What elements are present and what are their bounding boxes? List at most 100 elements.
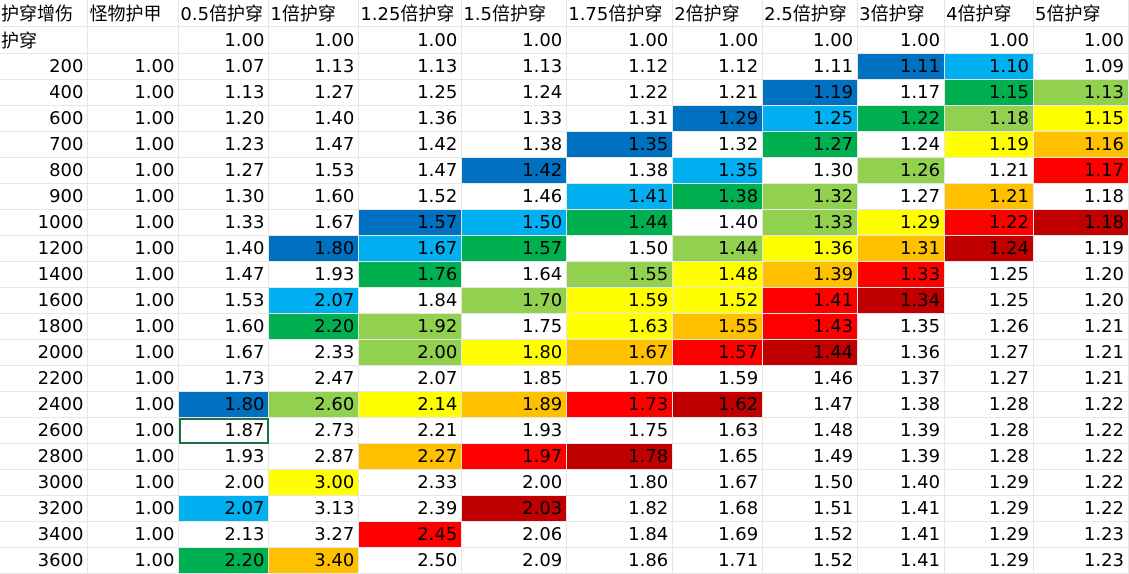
- data-cell[interactable]: 1.80: [268, 235, 360, 262]
- row-label-cell[interactable]: 1200: [0, 235, 89, 262]
- data-cell[interactable]: 1.09: [1033, 53, 1129, 80]
- data-cell[interactable]: 1.21: [944, 157, 1034, 184]
- data-cell[interactable]: 2.39: [358, 495, 463, 522]
- data-cell[interactable]: 1.00: [87, 443, 180, 470]
- column-header[interactable]: 4倍护穿: [944, 0, 1034, 27]
- data-cell[interactable]: 1.82: [566, 495, 674, 522]
- data-cell[interactable]: 1.36: [857, 339, 946, 366]
- data-cell[interactable]: 2.73: [268, 417, 360, 444]
- data-cell[interactable]: 1.73: [178, 365, 270, 392]
- data-cell[interactable]: 1.24: [461, 79, 568, 106]
- row-label-cell[interactable]: 600: [0, 105, 89, 132]
- data-cell[interactable]: 1.63: [566, 313, 674, 340]
- data-cell[interactable]: 1.38: [672, 183, 764, 210]
- data-cell[interactable]: 1.07: [178, 53, 270, 80]
- row-label-cell[interactable]: 3200: [0, 495, 89, 522]
- data-cell[interactable]: 1.37: [857, 365, 946, 392]
- data-cell[interactable]: 1.00: [358, 26, 463, 54]
- data-cell[interactable]: 1.52: [672, 287, 764, 314]
- data-cell[interactable]: 1.41: [857, 547, 946, 574]
- data-cell[interactable]: 1.53: [268, 157, 360, 184]
- data-cell[interactable]: 1.26: [944, 313, 1034, 340]
- data-cell[interactable]: 1.40: [178, 235, 270, 262]
- data-cell[interactable]: 2.33: [358, 469, 463, 496]
- data-cell[interactable]: 1.21: [1033, 339, 1129, 366]
- data-cell[interactable]: 2.03: [461, 495, 568, 522]
- data-cell[interactable]: 1.68: [672, 495, 764, 522]
- data-cell[interactable]: 1.67: [566, 339, 674, 366]
- data-cell[interactable]: 2.07: [358, 365, 463, 392]
- data-cell[interactable]: 1.00: [87, 79, 180, 106]
- data-cell[interactable]: 2.27: [358, 443, 463, 470]
- data-cell[interactable]: 1.46: [762, 365, 859, 392]
- data-cell[interactable]: 1.21: [1033, 365, 1129, 392]
- data-cell[interactable]: 1.31: [857, 235, 946, 262]
- data-cell[interactable]: 1.92: [358, 313, 463, 340]
- data-cell[interactable]: 1.00: [87, 547, 180, 574]
- data-cell[interactable]: 1.00: [672, 26, 764, 54]
- data-cell[interactable]: 1.00: [461, 26, 568, 54]
- row-label-cell[interactable]: 护穿: [0, 26, 89, 54]
- data-cell[interactable]: 2.50: [358, 547, 463, 574]
- data-cell[interactable]: 1.38: [857, 391, 946, 418]
- data-cell[interactable]: 1.47: [358, 157, 463, 184]
- data-cell[interactable]: 1.50: [566, 235, 674, 262]
- data-cell[interactable]: 1.52: [358, 183, 463, 210]
- data-cell[interactable]: 2.09: [461, 547, 568, 574]
- data-cell[interactable]: 1.25: [762, 105, 859, 132]
- data-cell[interactable]: 1.00: [857, 26, 946, 54]
- data-cell[interactable]: 2.21: [358, 417, 463, 444]
- data-cell[interactable]: 2.45: [358, 521, 463, 548]
- column-header[interactable]: 2倍护穿: [672, 0, 764, 27]
- data-cell[interactable]: 1.67: [268, 209, 360, 236]
- data-cell[interactable]: 1.52: [762, 521, 859, 548]
- data-cell[interactable]: 1.50: [461, 209, 568, 236]
- data-cell[interactable]: 1.00: [87, 235, 180, 262]
- row-label-cell[interactable]: 3400: [0, 521, 89, 548]
- data-cell[interactable]: 1.00: [1033, 26, 1129, 54]
- data-cell[interactable]: 1.41: [857, 521, 946, 548]
- data-cell[interactable]: 1.00: [87, 157, 180, 184]
- data-cell[interactable]: 1.15: [944, 79, 1034, 106]
- data-cell[interactable]: 1.00: [87, 209, 180, 236]
- data-cell[interactable]: 1.87: [178, 417, 270, 444]
- data-cell[interactable]: 1.93: [461, 417, 568, 444]
- data-cell[interactable]: 1.20: [1033, 261, 1129, 288]
- data-cell[interactable]: 1.40: [857, 469, 946, 496]
- row-label-cell[interactable]: 900: [0, 183, 89, 210]
- data-cell[interactable]: 1.85: [461, 365, 568, 392]
- data-cell[interactable]: 1.41: [566, 183, 674, 210]
- data-cell[interactable]: 1.41: [857, 495, 946, 522]
- data-cell[interactable]: 1.67: [672, 469, 764, 496]
- data-cell[interactable]: 1.23: [178, 131, 270, 158]
- data-cell[interactable]: 1.22: [1033, 391, 1129, 418]
- data-cell[interactable]: 1.70: [566, 365, 674, 392]
- column-header[interactable]: 0.5倍护穿: [178, 0, 270, 27]
- row-label-cell[interactable]: 1400: [0, 261, 89, 288]
- data-cell[interactable]: 1.44: [672, 235, 764, 262]
- data-cell[interactable]: 1.00: [87, 53, 180, 80]
- data-cell[interactable]: 3.40: [268, 547, 360, 574]
- data-cell[interactable]: 1.22: [1033, 469, 1129, 496]
- data-cell[interactable]: 1.33: [857, 261, 946, 288]
- data-cell[interactable]: 1.53: [178, 287, 270, 314]
- data-cell[interactable]: 2.47: [268, 365, 360, 392]
- data-cell[interactable]: 1.11: [762, 53, 859, 80]
- data-cell[interactable]: 1.55: [566, 261, 674, 288]
- data-cell[interactable]: 1.00: [87, 287, 180, 314]
- data-cell[interactable]: 3.00: [268, 469, 360, 496]
- data-cell[interactable]: 1.00: [178, 26, 270, 54]
- data-cell[interactable]: 2.20: [178, 547, 270, 574]
- row-label-cell[interactable]: 400: [0, 79, 89, 106]
- data-cell[interactable]: 1.70: [461, 287, 568, 314]
- column-header[interactable]: 5倍护穿: [1033, 0, 1129, 27]
- data-cell[interactable]: 1.80: [566, 469, 674, 496]
- data-cell[interactable]: 1.11: [857, 53, 946, 80]
- row-label-cell[interactable]: 2200: [0, 365, 89, 392]
- data-cell[interactable]: 1.29: [944, 469, 1034, 496]
- data-cell[interactable]: 1.40: [672, 209, 764, 236]
- data-cell[interactable]: 1.93: [178, 443, 270, 470]
- data-cell[interactable]: 2.20: [268, 313, 360, 340]
- column-header[interactable]: 2.5倍护穿: [762, 0, 859, 27]
- data-cell[interactable]: 1.52: [762, 547, 859, 574]
